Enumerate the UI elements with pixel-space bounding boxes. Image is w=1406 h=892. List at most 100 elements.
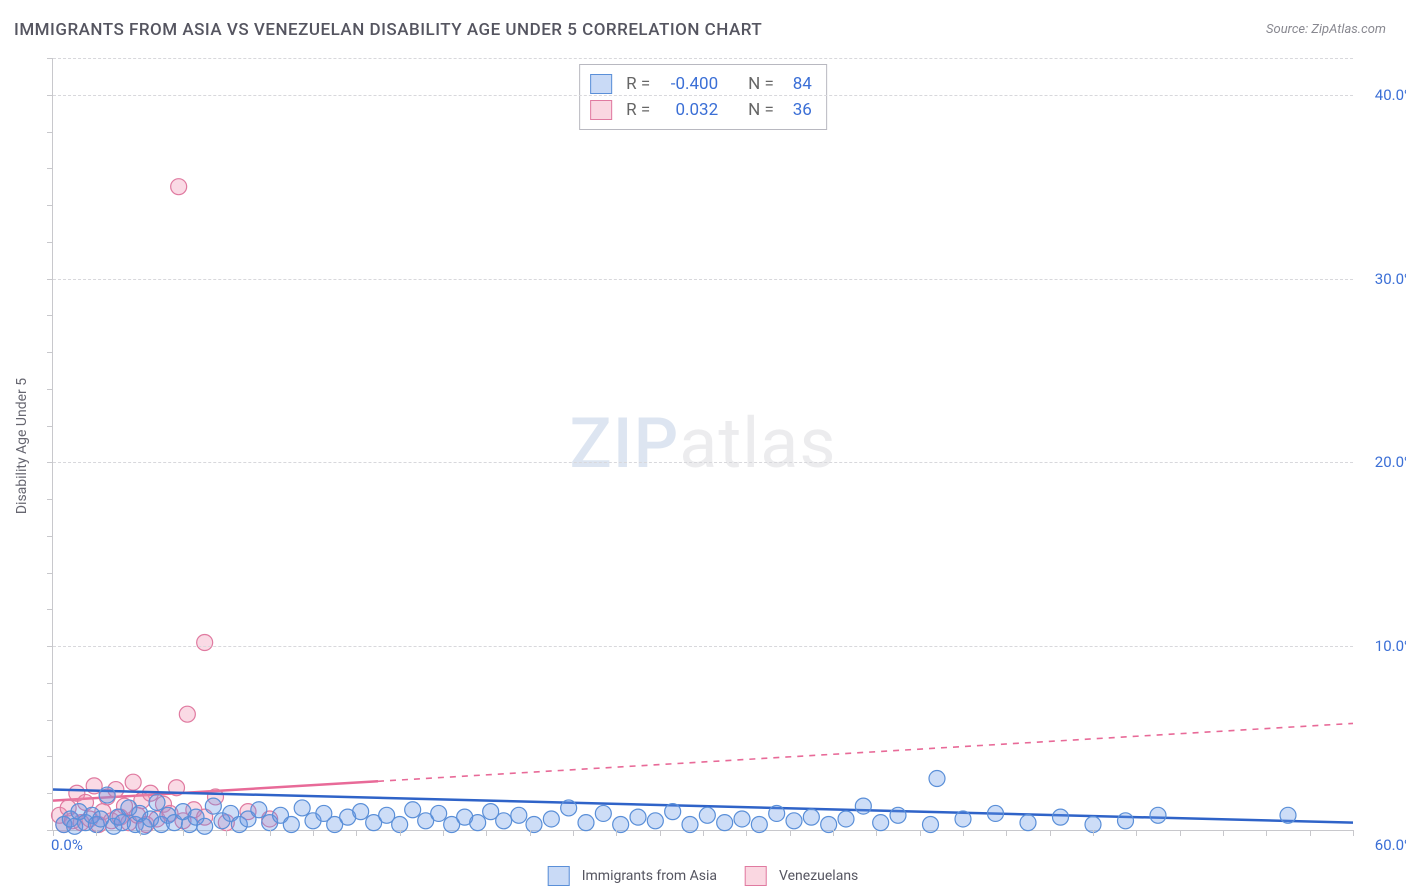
data-point-blue <box>682 816 698 832</box>
data-point-pink <box>197 635 213 651</box>
y-tick-mark <box>47 168 53 169</box>
swatch-blue <box>590 74 612 94</box>
data-point-blue <box>99 787 115 803</box>
data-point-blue <box>511 807 527 823</box>
x-tick-mark <box>1136 830 1137 836</box>
data-point-blue <box>838 811 854 827</box>
y-tick-mark <box>47 536 53 537</box>
data-point-blue <box>470 815 486 831</box>
x-tick-mark <box>140 830 141 836</box>
chart-svg <box>53 58 1353 830</box>
x-tick-mark <box>270 830 271 836</box>
data-point-blue <box>929 771 945 787</box>
data-point-blue <box>769 805 785 821</box>
data-point-blue <box>1053 809 1069 825</box>
data-point-blue <box>283 816 299 832</box>
gridline <box>53 279 1353 280</box>
data-point-blue <box>1280 807 1296 823</box>
y-tick-mark <box>47 132 53 133</box>
r-label: R = <box>626 97 650 123</box>
n-value-pink: 36 <box>784 97 812 123</box>
x-tick-mark <box>616 830 617 836</box>
data-point-blue <box>873 815 889 831</box>
x-tick-mark <box>833 830 834 836</box>
x-tick-mark <box>920 830 921 836</box>
swatch-blue <box>548 866 570 886</box>
data-point-blue <box>803 809 819 825</box>
gridline <box>53 95 1353 96</box>
legend-label-pink: Venezuelans <box>779 868 858 884</box>
stat-row-blue: R = -0.400 N = 84 <box>590 71 812 97</box>
x-tick-mark <box>53 830 54 836</box>
gridline <box>53 462 1353 463</box>
legend: Immigrants from Asia Venezuelans <box>548 866 859 886</box>
y-tick-mark <box>47 499 53 500</box>
data-point-blue <box>1118 813 1134 829</box>
x-axis-max-label: 60.0% <box>1375 836 1406 854</box>
r-value-blue: -0.400 <box>660 71 718 97</box>
trend-line-dashed-pink <box>378 723 1353 781</box>
x-tick-mark <box>876 830 877 836</box>
r-value-pink: 0.032 <box>660 97 718 123</box>
legend-label-blue: Immigrants from Asia <box>582 868 717 884</box>
y-tick-mark <box>47 756 53 757</box>
gridline <box>53 646 1353 647</box>
y-tick-mark <box>47 830 53 831</box>
x-tick-mark <box>1006 830 1007 836</box>
n-label: N = <box>748 71 774 97</box>
x-tick-mark <box>96 830 97 836</box>
data-point-blue <box>751 816 767 832</box>
data-point-blue <box>613 816 629 832</box>
chart-title: IMMIGRANTS FROM ASIA VS VENEZUELAN DISAB… <box>14 20 762 40</box>
y-tick-mark <box>47 426 53 427</box>
gridline <box>53 58 1353 59</box>
y-tick-mark <box>47 573 53 574</box>
x-tick-mark <box>573 830 574 836</box>
data-point-blue <box>821 816 837 832</box>
x-tick-mark <box>703 830 704 836</box>
x-tick-mark <box>1223 830 1224 836</box>
y-tick-label: 10.0% <box>1359 637 1406 655</box>
y-tick-mark <box>47 95 53 96</box>
swatch-pink <box>745 866 767 886</box>
x-tick-mark <box>530 830 531 836</box>
data-point-pink <box>179 706 195 722</box>
y-tick-label: 40.0% <box>1359 86 1406 104</box>
n-value-blue: 84 <box>784 71 812 97</box>
x-tick-mark <box>486 830 487 836</box>
x-tick-mark <box>1353 830 1354 836</box>
y-tick-mark <box>47 720 53 721</box>
data-point-blue <box>890 807 906 823</box>
y-tick-mark <box>47 646 53 647</box>
data-point-blue <box>734 811 750 827</box>
data-point-blue <box>294 800 310 816</box>
x-tick-mark <box>963 830 964 836</box>
y-tick-mark <box>47 683 53 684</box>
data-point-blue <box>405 802 421 818</box>
data-point-blue <box>496 813 512 829</box>
data-point-blue <box>1150 807 1166 823</box>
data-point-blue <box>595 805 611 821</box>
data-point-blue <box>543 811 559 827</box>
x-axis-min-label: 0.0% <box>51 836 83 854</box>
y-tick-mark <box>47 462 53 463</box>
data-point-blue <box>630 809 646 825</box>
data-point-blue <box>197 818 213 834</box>
data-point-blue <box>717 815 733 831</box>
data-point-blue <box>353 804 369 820</box>
r-label: R = <box>626 71 650 97</box>
x-tick-mark <box>226 830 227 836</box>
data-point-blue <box>665 804 681 820</box>
data-point-blue <box>431 805 447 821</box>
x-tick-mark <box>313 830 314 836</box>
data-point-blue <box>561 800 577 816</box>
y-tick-mark <box>47 315 53 316</box>
plot-area: ZIPatlas R = -0.400 N = 84 R = 0.032 N =… <box>52 58 1353 831</box>
data-point-blue <box>149 794 165 810</box>
x-tick-mark <box>443 830 444 836</box>
swatch-pink <box>590 100 612 120</box>
legend-item-blue: Immigrants from Asia <box>548 866 717 886</box>
y-tick-mark <box>47 279 53 280</box>
n-label: N = <box>748 97 774 123</box>
correlation-stats-box: R = -0.400 N = 84 R = 0.032 N = 36 <box>579 64 827 130</box>
